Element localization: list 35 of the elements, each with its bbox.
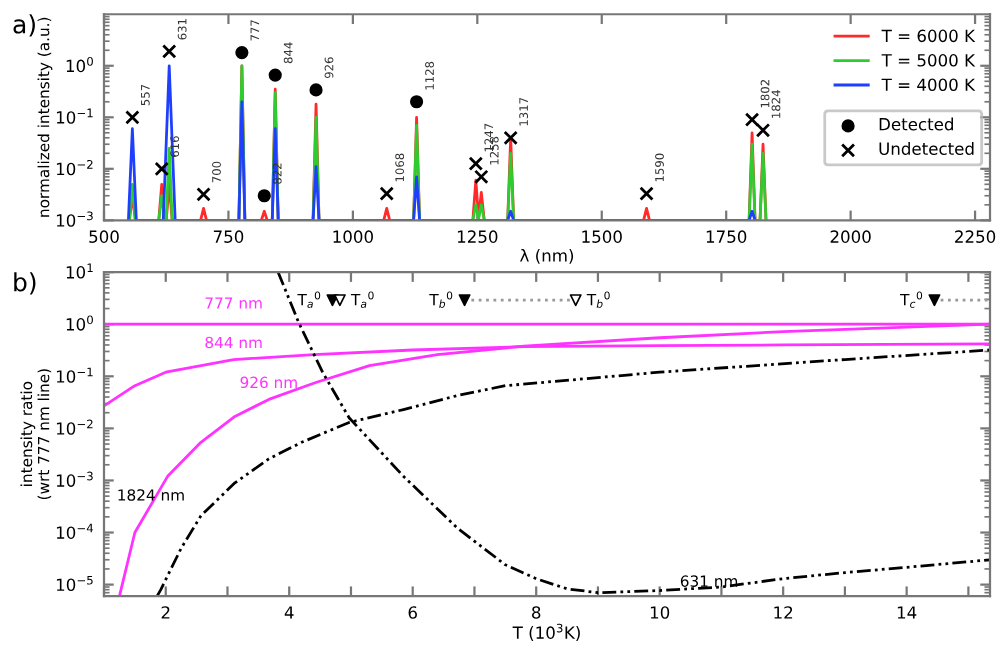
x-tick-label: 6 xyxy=(408,606,417,619)
x-tick-label: 4 xyxy=(284,606,294,619)
x-tick-label: 2250 xyxy=(955,230,996,243)
y-tick-label: 10$^{0}$ xyxy=(66,56,93,73)
y-tick-label: 10$^{−5}$ xyxy=(56,575,93,592)
x-tick-label: 14 xyxy=(897,606,917,619)
x-tick-label: 1750 xyxy=(706,230,747,243)
x-tick-label: 750 xyxy=(213,230,244,243)
x-tick-label: 10 xyxy=(650,606,670,619)
x-tick-label: 1000 xyxy=(333,230,373,243)
y-tick-label: 10$^{−3}$ xyxy=(56,211,93,227)
x-tick-label: 12 xyxy=(774,606,793,619)
chart-title: b) xyxy=(14,272,36,295)
x-tick-label: 8 xyxy=(532,606,541,619)
x-axis-title: T (10$^{3}$K) xyxy=(512,623,580,641)
chart-title: a) xyxy=(13,14,35,37)
y-tick-label: 10$^{1}$ xyxy=(66,263,93,279)
x-tick-label: 2000 xyxy=(830,230,871,243)
x-tick-label: 500 xyxy=(89,230,119,243)
x-axis-title: λ (nm) xyxy=(520,248,574,264)
y-tick-label: 10$^{−2}$ xyxy=(56,419,93,435)
legend-label: T = 4000 K xyxy=(881,78,976,92)
x-tick-label: 1250 xyxy=(457,230,498,243)
y-tick-label: 10$^{−1}$ xyxy=(56,108,93,124)
y-tick-label: 10$^{−1}$ xyxy=(56,367,93,383)
y-tick-label: 10$^{0}$ xyxy=(66,315,93,331)
x-tick-label: 1500 xyxy=(582,230,622,243)
legend-label: Detected xyxy=(879,117,953,131)
x-tick-label: 2 xyxy=(161,606,170,619)
y-tick-label: 10$^{−4}$ xyxy=(56,523,94,539)
legend-label: T = 5000 K xyxy=(881,54,976,67)
y-tick-label: 10$^{−3}$ xyxy=(56,471,93,487)
legend-label: Undetected xyxy=(879,142,974,155)
y-tick-label: 10$^{−2}$ xyxy=(56,159,93,176)
legend-label: T = 6000 K xyxy=(881,29,976,43)
